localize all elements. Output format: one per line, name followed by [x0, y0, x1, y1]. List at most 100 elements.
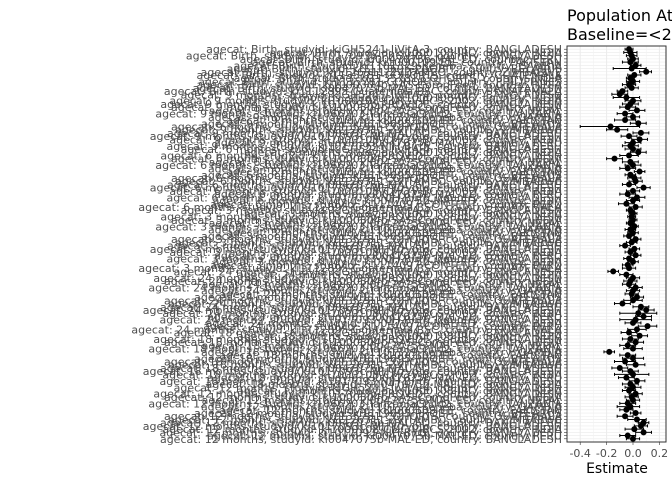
y-tick-label: agecat: 9 months, studyid: ki1101329-Ken… [208, 111, 563, 124]
y-tick-label: agecat: 6 months, studyid: ki1101329-Ken… [208, 162, 563, 175]
y-tick-label: agecat: Birth, studyid: ki1135781-COHORT… [234, 72, 563, 85]
estimate-point [616, 364, 623, 371]
y-tick-label: agecat: Birth, studyid: ki1119695-PROBIT… [227, 63, 562, 76]
estimate-point [626, 152, 633, 159]
estimate-point [624, 165, 631, 172]
y-tick-label: agecat: Birth, studyid: ki1000108-IRC, c… [269, 46, 562, 59]
y-tick-label: agecat: 6 months, studyid: ki1000108-CMC… [169, 185, 562, 198]
estimate-point [626, 255, 633, 262]
y-tick-label: agecat: 9 months, studyid: ki1017093c-NI… [150, 130, 562, 143]
y-tick-label: agecat: Birth, studyid: ki1101329-Keneba… [233, 59, 562, 72]
y-tick-label: agecat: 12 months, studyid: ki1135781-CO… [164, 410, 562, 423]
estimate-point [640, 313, 647, 320]
y-tick-label: agecat: 24 months, studyid: ki1135781-CO… [164, 294, 562, 307]
y-tick-label: agecat: 6 months, studyid: ki0047075b-MA… [167, 178, 562, 191]
estimate-point [626, 387, 633, 394]
estimate-point [630, 187, 636, 194]
y-tick-label: agecat: 6 months, studyid: ki1000304b-SA… [171, 153, 562, 166]
y-tick-label: agecat: Birth, studyid: ki1112895-Guatem… [164, 85, 563, 98]
y-tick-label: agecat: 12 months, studyid: ki1119695-PR… [194, 407, 562, 420]
y-tick-label: agecat: 6 months, studyid: ki1017093b-PR… [160, 149, 562, 162]
estimate-point [637, 129, 644, 136]
y-tick-label: agecat: Birth, studyid: ki1000109-EE, co… [252, 56, 562, 69]
y-tick-label: agecat: 24 months, studyid: ki1000304b-S… [164, 275, 562, 288]
estimate-point [610, 268, 617, 275]
y-tick-label: agecat: 24 months, studyid: ki1000109-EE… [219, 288, 562, 301]
estimate-point [630, 113, 636, 120]
y-tick-label: agecat: 9 months, studyid: ki1000108-IRC… [244, 92, 563, 105]
y-tick-label: agecat: Birth, studyid: ki0047075b-MAL-E… [192, 82, 562, 95]
estimate-point [623, 406, 630, 413]
y-tick-label: agecat: 12 months, studyid: ki0047075b-M… [160, 433, 562, 446]
y-tick-label: agecat: 18 months, studyid: ki1000304b-S… [164, 336, 562, 349]
estimate-point [630, 345, 636, 352]
y-tick-label: agecat: 18 months, studyid: ki1119695-PR… [194, 352, 562, 365]
x-tick-label: -0.4 [569, 447, 590, 460]
y-tick-label: agecat: 18 months, studyid: ki1101329-Ke… [201, 346, 563, 359]
estimate-point [623, 271, 630, 278]
estimate-point [636, 136, 643, 143]
estimate-point [627, 403, 634, 410]
estimate-point [627, 220, 634, 227]
estimate-point [643, 68, 650, 75]
y-tick-label: agecat: 12 months, studyid: ki1017093-NI… [160, 426, 562, 439]
y-tick-label: agecat: 6 months, studyid: ki0047075b-MA… [214, 188, 562, 201]
estimate-point [607, 123, 614, 130]
estimate-point [626, 265, 633, 272]
y-tick-label: agecat: Birth, studyid: ki0047075b-MAL-E… [240, 53, 562, 66]
y-tick-label: agecat: Birth, studyid: ki1017093b-PROVI… [186, 50, 562, 63]
y-tick-label: agecat: 18 months, studyid: ki1126311-ZV… [168, 359, 562, 372]
estimate-point [630, 355, 636, 362]
estimate-point [636, 168, 643, 175]
y-tick-label: agecat: 24 months, studyid: ki1017093b-P… [153, 272, 562, 285]
y-tick-label: agecat: 18 months, studyid: ki1000108-IR… [237, 330, 563, 343]
x-tick-label: -0.2 [596, 447, 617, 460]
y-tick-label: agecat: 12 months, studyid: ki1126311-ZV… [168, 413, 562, 426]
y-tick-label: agecat: 3 months, studyid: ki0047075b-MA… [214, 249, 562, 262]
y-tick-label: agecat: 6 months, studyid: ki1126311-ZVI… [175, 175, 562, 188]
y-tick-label: agecat: 3 months, studyid: ki1000109-EE,… [226, 227, 562, 240]
estimate-point [637, 303, 644, 310]
y-tick-label: agecat: 6 months, studyid: ki1114097-CON… [210, 198, 562, 211]
y-tick-label: agecat: 12 months, studyid: ki0047075b-M… [160, 417, 562, 430]
estimate-point [622, 110, 629, 117]
y-tick-label: agecat: 9 months, studyid: ki1000108-CMC… [169, 133, 562, 146]
y-tick-label: agecat: 6 months, studyid: ki1000109-EE,… [226, 166, 562, 179]
y-tick-label: agecat: 24 months, studyid: ki1126311-ZV… [168, 298, 562, 311]
y-tick-label: agecat: 18 months, studyid: ki1017093c-N… [143, 365, 562, 378]
y-tick-label: agecat: 12 months, studyid: ki1000304b-S… [164, 391, 562, 404]
x-axis-ticks: -0.4 -0.2 0.0 0.2 [569, 442, 668, 460]
y-tick-label: agecat: 9 months, studyid: ki1000108-CMC… [169, 95, 562, 108]
y-tick-label: agecat: 6 months, studyid: ki1017093-NIH… [167, 191, 562, 204]
estimate-point [622, 117, 629, 124]
y-tick-label: agecat: Birth, studyid: ki1135781-COHORT… [198, 75, 562, 88]
y-tick-label: agecat: 6 months, studyid: kiGH5241-JiVi… [181, 143, 562, 156]
estimate-point [633, 194, 640, 201]
y-tick-label: agecat: 3 months, studyid: ki1000304b-SA… [171, 214, 562, 227]
y-axis-labels: agecat: Birth, studyid: kiGH5241-JiVitA-… [131, 43, 563, 446]
y-tick-label: agecat: 3 months, studyid: ki1017093-NIH… [167, 252, 562, 265]
estimate-point [632, 203, 639, 210]
y-tick-label: agecat: 6 months, studyid: ki1000108-IRC… [244, 146, 563, 159]
y-tick-label: agecat: 18 months, studyid: ki0047075b-M… [207, 372, 562, 385]
chart-title-line-1: Population At [567, 6, 672, 25]
estimate-point [626, 232, 633, 239]
estimate-point [640, 429, 647, 436]
estimate-point [624, 191, 631, 198]
y-tick-label: agecat: 12 months, studyid: ki0047075b-M… [207, 430, 562, 443]
estimate-point [624, 104, 631, 111]
y-tick-label: agecat: 3 months, studyid: ki1066203-Tan… [155, 220, 562, 233]
estimate-point [626, 181, 633, 188]
y-tick-label: agecat: 9 months, studyid: ki0047075b-MA… [214, 137, 562, 150]
y-tick-label: agecat: 6 months, studyid: ki1119695-PRO… [201, 169, 562, 182]
y-tick-label: agecat: 3 months, studyid: ki0047075b-MA… [213, 256, 563, 269]
estimate-point [631, 426, 638, 433]
estimate-point [630, 229, 636, 236]
estimate-point [633, 377, 640, 384]
y-tick-label: agecat: 9 months, studyid: ki1017093-NIH… [167, 140, 562, 153]
estimate-point [644, 323, 651, 330]
y-tick-label: agecat: 6 months, studyid: ki1112895-Gua… [138, 201, 562, 214]
chart-title-line-2: Baseline=<20 [567, 25, 672, 44]
estimate-point [631, 245, 638, 252]
